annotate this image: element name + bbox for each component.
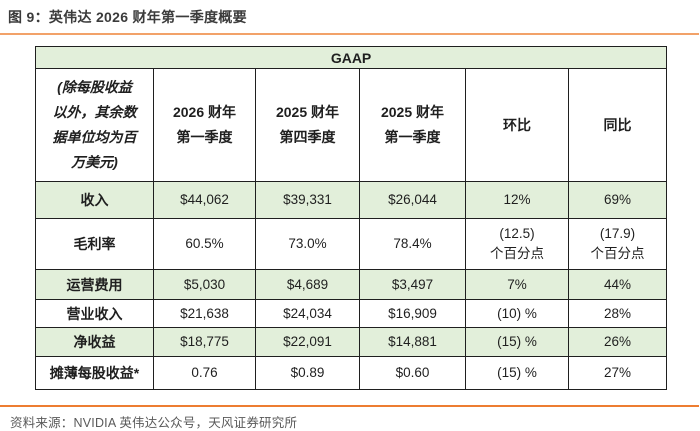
row-label: 运营费用 <box>35 269 154 300</box>
table-cell: $14,881 <box>359 327 466 357</box>
table-cell: 44% <box>567 269 668 300</box>
table-cell: $5,030 <box>153 269 256 300</box>
table-row-gross-margin: 毛利率 60.5% 73.0% 78.4% (12.5) 个百分点 (17.9)… <box>35 218 668 270</box>
table-cell: 26% <box>567 327 668 357</box>
row-label: 摊薄每股收益* <box>35 356 154 390</box>
table-cell: (15) % <box>465 327 569 357</box>
table-row-diluted-eps: 摊薄每股收益* 0.76 $0.89 $0.60 (15) % 27% <box>35 356 668 390</box>
column-header-fy2026-q1: 2026 财年 第一季度 <box>153 68 256 182</box>
column-header-row: (除每股收益 以外，其余数 据单位均为百 万美元) 2026 财年 第一季度 2… <box>35 68 668 182</box>
table-cell: 7% <box>465 269 569 300</box>
row-label: 净收益 <box>35 327 154 357</box>
gaap-summary-table-container: GAAP (除每股收益 以外，其余数 据单位均为百 万美元) 2026 财年 第… <box>34 46 700 390</box>
table-cell: $44,062 <box>153 181 256 219</box>
table-cell: (17.9) 个百分点 <box>567 218 668 270</box>
figure-title: 图 9：英伟达 2026 财年第一季度概要 <box>8 9 247 25</box>
table-cell: $22,091 <box>255 327 360 357</box>
table-cell: 69% <box>567 181 668 219</box>
table-cell: 27% <box>567 356 668 390</box>
table-cell: $24,034 <box>255 299 360 328</box>
table-row-revenue: 收入 $44,062 $39,331 $26,044 12% 69% <box>35 181 668 219</box>
table-cell: $0.60 <box>359 356 466 390</box>
gaap-group-header: GAAP <box>34 46 668 69</box>
column-header-qoq: 环比 <box>465 68 569 182</box>
row-label: 毛利率 <box>35 218 154 270</box>
row-label: 收入 <box>35 181 154 219</box>
column-header-fy2025-q1: 2025 财年 第一季度 <box>359 68 466 182</box>
table-group-header-row: GAAP <box>34 46 668 69</box>
table-cell: $0.89 <box>255 356 360 390</box>
table-row-net-income: 净收益 $18,775 $22,091 $14,881 (15) % 26% <box>35 327 668 357</box>
table-cell: 28% <box>567 299 668 328</box>
table-row-operating-income: 营业收入 $21,638 $24,034 $16,909 (10) % 28% <box>35 299 668 328</box>
table-cell: (15) % <box>465 356 569 390</box>
row-label: 营业收入 <box>35 299 154 328</box>
units-note-header: (除每股收益 以外，其余数 据单位均为百 万美元) <box>35 68 154 182</box>
table-cell: 60.5% <box>153 218 256 270</box>
table-cell: 73.0% <box>255 218 360 270</box>
table-cell: $18,775 <box>153 327 256 357</box>
table-cell: 12% <box>465 181 569 219</box>
table-cell: 0.76 <box>153 356 256 390</box>
table-cell: 78.4% <box>359 218 466 270</box>
title-divider-rule <box>0 33 699 35</box>
table-cell: $26,044 <box>359 181 466 219</box>
source-attribution: 资料来源：NVIDIA 英伟达公众号，天风证券研究所 <box>10 416 298 430</box>
column-header-yoy: 同比 <box>567 68 668 182</box>
table-row-operating-expenses: 运营费用 $5,030 $4,689 $3,497 7% 44% <box>35 269 668 300</box>
source-divider-rule <box>0 405 699 407</box>
table-cell: $16,909 <box>359 299 466 328</box>
table-cell: $21,638 <box>153 299 256 328</box>
table-cell: $3,497 <box>359 269 466 300</box>
table-cell: $39,331 <box>255 181 360 219</box>
gaap-summary-table: GAAP (除每股收益 以外，其余数 据单位均为百 万美元) 2026 财年 第… <box>34 46 668 390</box>
table-cell: $4,689 <box>255 269 360 300</box>
table-cell: (10) % <box>465 299 569 328</box>
table-cell: (12.5) 个百分点 <box>465 218 569 270</box>
column-header-fy2025-q4: 2025 财年 第四季度 <box>255 68 360 182</box>
